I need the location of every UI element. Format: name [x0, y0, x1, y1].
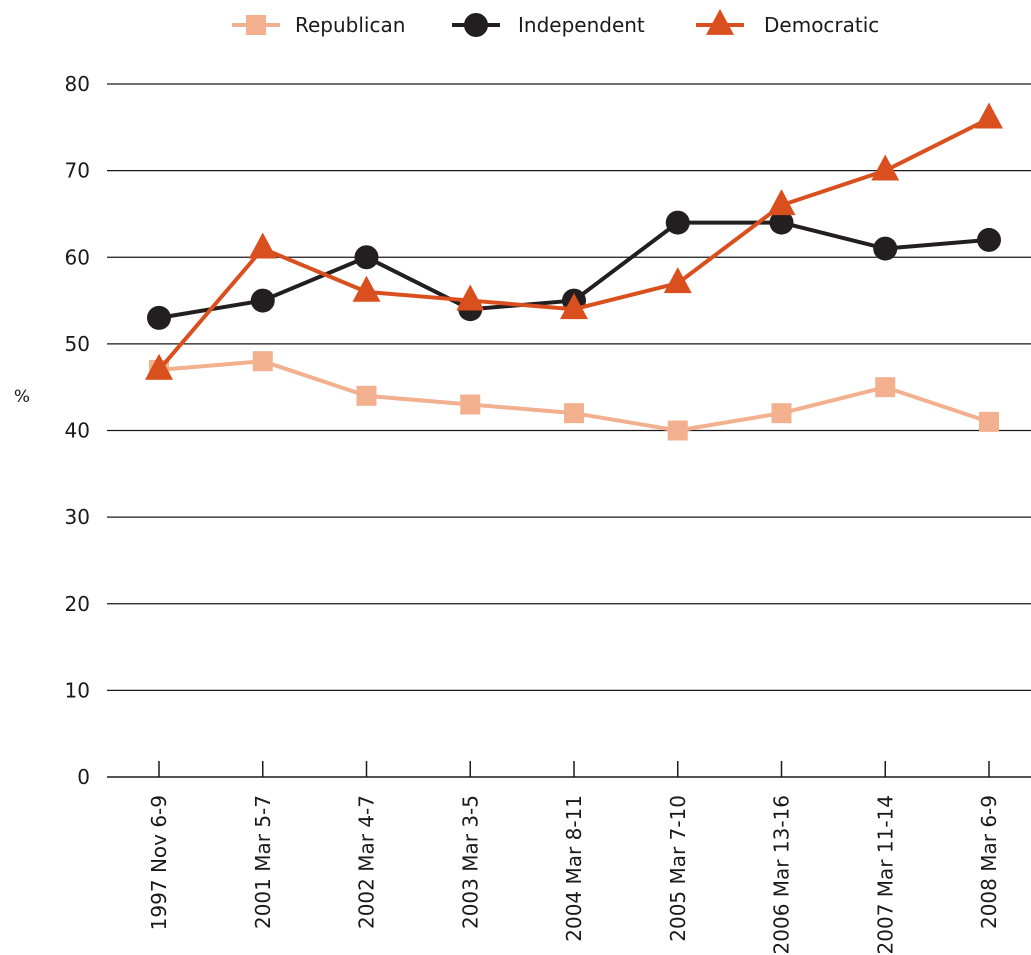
legend-item-democratic: Democratic	[696, 8, 879, 37]
x-tick-label: 2003 Mar 3-5	[458, 795, 482, 929]
x-tick-label: 2006 Mar 13-16	[770, 795, 794, 954]
republican-point	[979, 411, 999, 432]
y-axis: 0 10 20 30 40 50 60 70 80	[65, 72, 90, 789]
series-democratic	[145, 102, 1003, 380]
legend-label-democratic: Democratic	[764, 13, 879, 37]
independent-point	[769, 210, 794, 235]
y-tick-label: 30	[65, 505, 90, 529]
series-layer	[145, 102, 1003, 441]
y-tick-label: 50	[65, 332, 90, 356]
republican-point	[771, 403, 792, 424]
series-republican	[149, 351, 999, 441]
legend-label-republican: Republican	[295, 13, 405, 37]
democratic-point	[248, 232, 277, 259]
republican-point	[564, 403, 584, 424]
independent-point	[354, 245, 379, 270]
x-tick-label: 1997 Nov 6-9	[147, 795, 171, 930]
independent-point	[977, 227, 1001, 252]
legend-item-republican: Republican	[232, 13, 405, 37]
republican-point	[460, 394, 481, 415]
legend-marker-independent	[464, 13, 488, 37]
independent-point	[665, 210, 690, 235]
legend-item-independent: Independent	[452, 13, 645, 37]
x-tick-label: 2002 Mar 4-7	[355, 795, 379, 929]
democratic-point	[767, 189, 796, 216]
x-axis: 1997 Nov 6-9 2001 Mar 5-7 2002 Mar 4-7 2003…	[107, 761, 1031, 954]
democratic-point	[456, 284, 485, 311]
legend-marker-republican	[246, 15, 266, 35]
y-axis-label: %	[14, 387, 30, 407]
independent-point	[873, 236, 898, 261]
independent-point	[250, 288, 275, 313]
republican-point	[356, 385, 377, 406]
republican-point	[875, 377, 896, 398]
democratic-point	[975, 102, 1003, 129]
legend: Republican Independent Democratic	[232, 8, 879, 37]
y-tick-label: 20	[65, 592, 90, 616]
republican-point	[667, 420, 688, 441]
y-tick-label: 10	[65, 678, 90, 702]
democratic-point	[352, 275, 381, 302]
y-tick-label: 70	[65, 159, 90, 183]
legend-marker-democratic	[706, 8, 734, 35]
democratic-point	[560, 293, 588, 320]
republican-point	[252, 351, 273, 372]
democratic-point	[145, 353, 173, 380]
x-tick-label: 2004 Mar 8-11	[562, 795, 586, 942]
legend-label-independent: Independent	[518, 13, 645, 37]
x-tick-label: 2007 Mar 11-14	[873, 795, 897, 954]
x-tick-label: 2008 Mar 6-9	[977, 795, 1001, 929]
y-tick-label: 0	[77, 765, 90, 789]
y-tick-label: 80	[65, 72, 90, 96]
y-tick-label: 60	[65, 245, 90, 269]
independent-point	[147, 305, 171, 330]
x-tick-label: 2001 Mar 5-7	[251, 795, 275, 929]
y-tick-label: 40	[65, 419, 90, 443]
democratic-point	[871, 154, 900, 181]
x-tick-label: 2005 Mar 7-10	[666, 795, 690, 942]
democratic-point	[663, 267, 692, 294]
